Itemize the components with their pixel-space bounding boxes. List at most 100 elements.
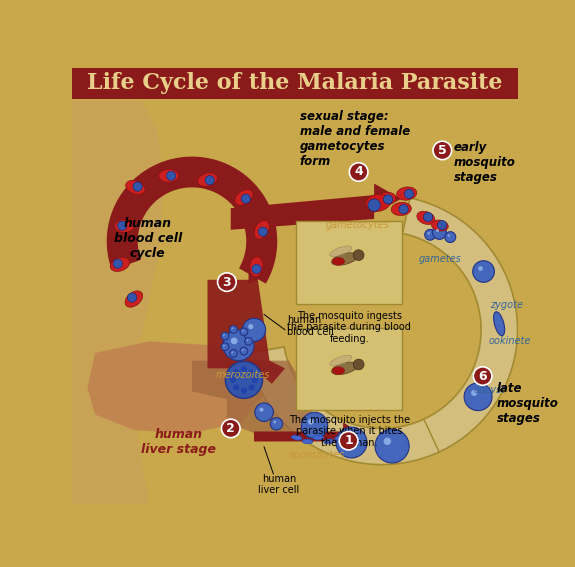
Circle shape: [221, 419, 240, 438]
Polygon shape: [248, 198, 518, 464]
FancyBboxPatch shape: [296, 221, 402, 304]
Text: 3: 3: [223, 276, 231, 289]
Circle shape: [259, 408, 263, 412]
Circle shape: [353, 359, 364, 370]
Text: human
liver stage: human liver stage: [141, 429, 216, 456]
Ellipse shape: [332, 253, 358, 265]
Circle shape: [229, 349, 237, 357]
Circle shape: [432, 226, 446, 239]
Text: human
blood cell: human blood cell: [288, 315, 334, 337]
Circle shape: [133, 182, 142, 191]
Circle shape: [308, 419, 314, 425]
Text: The mosquito injects the
parasite when it bites
the human.: The mosquito injects the parasite when i…: [289, 414, 410, 448]
Ellipse shape: [126, 180, 145, 194]
Circle shape: [242, 330, 244, 332]
Text: oocyst: oocyst: [473, 385, 505, 395]
Text: human
liver cell: human liver cell: [258, 474, 300, 496]
Text: early
mosquito
stages: early mosquito stages: [454, 141, 516, 184]
Polygon shape: [87, 341, 266, 434]
Ellipse shape: [332, 362, 358, 375]
Circle shape: [353, 249, 364, 261]
Circle shape: [242, 349, 244, 351]
Circle shape: [231, 337, 237, 344]
Ellipse shape: [397, 187, 417, 200]
Circle shape: [375, 429, 409, 463]
Circle shape: [223, 330, 254, 361]
Text: gametocytes: gametocytes: [325, 221, 389, 231]
Circle shape: [245, 337, 252, 345]
Circle shape: [368, 199, 380, 211]
Circle shape: [230, 377, 236, 383]
Ellipse shape: [198, 173, 217, 187]
Ellipse shape: [250, 257, 263, 277]
Circle shape: [258, 227, 267, 236]
Circle shape: [273, 421, 276, 424]
Text: late
mosquito
stages: late mosquito stages: [497, 382, 558, 425]
Circle shape: [447, 234, 450, 237]
Circle shape: [471, 390, 477, 396]
Polygon shape: [208, 280, 285, 384]
Polygon shape: [254, 422, 366, 451]
Circle shape: [205, 176, 214, 185]
Ellipse shape: [324, 439, 335, 444]
Circle shape: [478, 266, 483, 271]
Circle shape: [384, 194, 393, 204]
FancyBboxPatch shape: [296, 328, 402, 410]
Ellipse shape: [332, 367, 344, 374]
Circle shape: [252, 264, 261, 274]
Polygon shape: [248, 259, 266, 284]
Circle shape: [336, 427, 367, 458]
Ellipse shape: [417, 211, 435, 225]
Ellipse shape: [330, 356, 352, 366]
Circle shape: [241, 366, 247, 372]
Ellipse shape: [302, 439, 313, 444]
Circle shape: [232, 352, 233, 353]
Circle shape: [425, 230, 436, 240]
Circle shape: [427, 232, 430, 234]
Text: 6: 6: [478, 370, 487, 383]
Text: gametes: gametes: [418, 254, 461, 264]
Circle shape: [255, 403, 273, 421]
Circle shape: [166, 171, 176, 180]
Circle shape: [433, 141, 451, 160]
Circle shape: [221, 343, 229, 350]
Ellipse shape: [431, 220, 448, 231]
Ellipse shape: [125, 291, 143, 307]
Circle shape: [128, 293, 137, 302]
Circle shape: [339, 431, 358, 450]
Ellipse shape: [313, 435, 324, 440]
Circle shape: [445, 232, 456, 243]
Ellipse shape: [335, 435, 346, 440]
Circle shape: [473, 367, 492, 386]
Circle shape: [233, 384, 239, 391]
Ellipse shape: [254, 221, 269, 239]
Polygon shape: [107, 156, 277, 284]
Circle shape: [438, 221, 447, 230]
Circle shape: [270, 418, 283, 430]
Circle shape: [223, 334, 225, 336]
Ellipse shape: [110, 257, 129, 272]
Ellipse shape: [332, 257, 344, 265]
Circle shape: [252, 377, 258, 383]
Polygon shape: [72, 100, 165, 505]
Ellipse shape: [493, 312, 505, 336]
Circle shape: [240, 347, 248, 355]
Circle shape: [247, 340, 248, 341]
Ellipse shape: [159, 170, 179, 183]
Ellipse shape: [366, 194, 390, 211]
Text: 4: 4: [354, 166, 363, 179]
Text: human
blood cell
cycle: human blood cell cycle: [114, 218, 182, 260]
Circle shape: [232, 328, 233, 329]
Circle shape: [399, 205, 408, 214]
Circle shape: [223, 345, 225, 346]
Circle shape: [436, 229, 439, 232]
Circle shape: [243, 318, 266, 341]
Circle shape: [344, 435, 351, 442]
Text: merozoites: merozoites: [215, 370, 270, 380]
Circle shape: [384, 438, 391, 445]
Circle shape: [248, 384, 255, 391]
Ellipse shape: [292, 435, 302, 440]
Circle shape: [404, 189, 413, 198]
Text: sexual stage:
male and female
gametocytes
form: sexual stage: male and female gametocyte…: [300, 111, 410, 168]
Bar: [72, 68, 518, 99]
